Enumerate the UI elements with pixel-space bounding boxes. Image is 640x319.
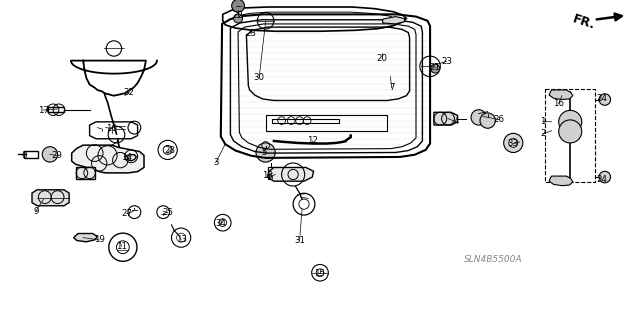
Text: 29: 29 — [51, 151, 61, 160]
Text: 9: 9 — [33, 207, 38, 216]
Polygon shape — [72, 145, 144, 173]
Circle shape — [599, 171, 611, 183]
Text: 23: 23 — [441, 57, 452, 66]
Polygon shape — [549, 90, 573, 100]
Text: FR.: FR. — [571, 12, 596, 32]
Text: 22: 22 — [232, 11, 244, 20]
Circle shape — [42, 147, 58, 162]
Text: 5: 5 — [261, 148, 266, 157]
Text: 8: 8 — [22, 151, 27, 160]
Text: 15: 15 — [314, 269, 326, 278]
Text: 19: 19 — [94, 235, 104, 244]
Polygon shape — [434, 112, 458, 125]
Text: 4: 4 — [454, 117, 459, 126]
Text: 21: 21 — [429, 63, 441, 72]
Circle shape — [559, 120, 582, 143]
Circle shape — [480, 113, 495, 128]
Text: 7: 7 — [389, 83, 394, 92]
Text: 11: 11 — [116, 242, 127, 251]
Text: 10: 10 — [106, 124, 118, 133]
Text: 27: 27 — [121, 209, 132, 218]
Text: 20: 20 — [376, 54, 388, 63]
Text: 23: 23 — [245, 29, 257, 38]
Circle shape — [234, 14, 243, 23]
Circle shape — [504, 133, 523, 152]
Text: 24: 24 — [596, 94, 607, 103]
Circle shape — [559, 110, 582, 133]
Circle shape — [471, 110, 486, 125]
Text: 1: 1 — [540, 117, 545, 126]
Text: 31: 31 — [294, 236, 305, 245]
Circle shape — [599, 94, 611, 105]
Circle shape — [431, 64, 440, 73]
Polygon shape — [76, 167, 95, 179]
Polygon shape — [268, 167, 314, 181]
Text: 3: 3 — [213, 158, 218, 167]
Text: 14: 14 — [121, 153, 132, 162]
Text: 17: 17 — [38, 106, 49, 115]
Text: 24: 24 — [596, 175, 607, 184]
Polygon shape — [32, 190, 69, 206]
Text: 2: 2 — [540, 130, 545, 138]
Text: 13: 13 — [175, 235, 187, 244]
Text: 26: 26 — [493, 115, 505, 124]
Text: 28: 28 — [164, 146, 175, 155]
Polygon shape — [383, 17, 404, 24]
Text: 33: 33 — [508, 139, 519, 148]
Text: 18: 18 — [262, 171, 273, 180]
Text: SLN4B5500A: SLN4B5500A — [463, 255, 522, 263]
Text: 34: 34 — [215, 219, 227, 228]
Text: 32: 32 — [124, 88, 135, 97]
Text: 6: 6 — [268, 173, 273, 182]
Text: 30: 30 — [253, 73, 265, 82]
Text: 12: 12 — [307, 137, 318, 145]
Polygon shape — [74, 234, 97, 242]
Circle shape — [256, 143, 275, 162]
Text: 25: 25 — [162, 208, 173, 217]
Polygon shape — [549, 176, 573, 186]
Text: 16: 16 — [553, 99, 564, 108]
Circle shape — [232, 0, 244, 12]
